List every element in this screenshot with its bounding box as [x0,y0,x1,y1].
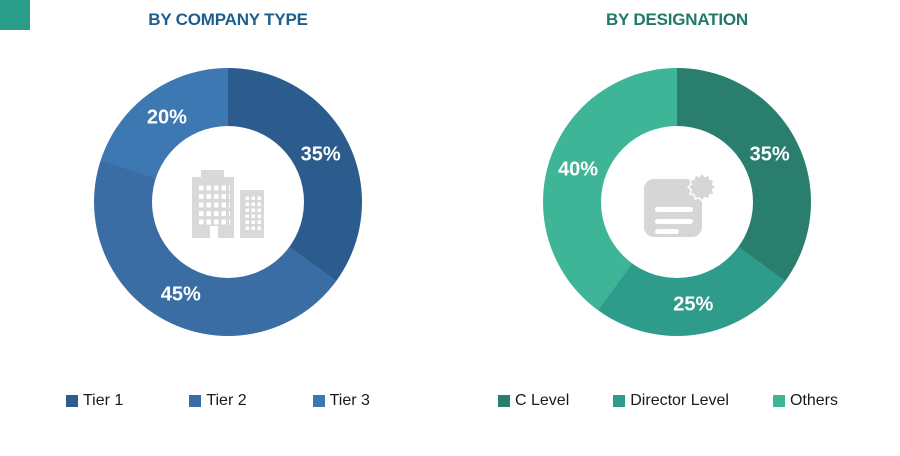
legend-swatch-tier2 [189,395,202,407]
chart-title-designation: BY DESIGNATION [605,10,749,29]
buildings-icon [190,169,266,238]
document-seal-icon [642,171,718,237]
legend-item-director: Director Level [613,392,729,410]
slice-label-clevel: 35% [749,143,790,166]
corner-accent-square [0,0,30,30]
legend-label: C Level [515,392,570,409]
legend-item-tier3: Tier 3 [312,392,370,410]
slice-label-director: 25% [673,293,714,316]
legend-swatch-tier1 [66,395,78,407]
legend-label: Others [789,392,838,409]
slice-label-others: 40% [558,158,599,181]
donut-hole [152,126,304,278]
seal-badge-icon [686,171,718,203]
legend-item-others: Others [772,392,838,410]
legend-swatch-others [772,395,785,407]
legend-item-tier1: Tier 1 [66,392,123,410]
slice-label-tier1: 35% [300,143,341,166]
chart-title-company-type: BY COMPANY TYPE [148,10,308,29]
legend-swatch-clevel [498,395,510,407]
donut-chart-designation: 35% 25% 40% [543,68,811,336]
slice-label-tier3: 20% [146,106,187,129]
legend-item-clevel: C Level [498,392,569,410]
slice-label-tier2: 45% [160,283,201,306]
legend-label: Director Level [630,392,729,409]
legend-label: Tier 3 [329,392,370,409]
donut-hole [601,126,753,278]
legend-label: Tier 1 [83,392,124,409]
legend-item-tier2: Tier 2 [189,392,247,410]
legend-company-type: Tier 1 Tier 2 Tier 3 [66,391,370,411]
legend-designation: C Level Director Level Others [498,391,838,411]
legend-swatch-tier3 [312,395,325,407]
legend-label: Tier 2 [206,392,247,409]
legend-swatch-director [613,395,626,407]
donut-chart-company-type: 35% 45% 20% [94,68,362,336]
